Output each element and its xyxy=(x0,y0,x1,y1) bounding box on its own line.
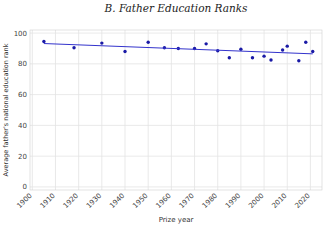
scatter-point xyxy=(204,42,207,45)
x-grid-line xyxy=(125,30,126,190)
x-tick-label: 1900 xyxy=(15,192,33,210)
scatter-point xyxy=(262,54,265,57)
x-grid-line xyxy=(287,30,288,190)
scatter-point xyxy=(297,59,300,62)
scatter-point xyxy=(100,41,103,44)
scatter-point xyxy=(216,49,219,52)
y-grid-line xyxy=(30,94,322,95)
scatter-point xyxy=(269,58,272,61)
x-grid-line xyxy=(101,30,102,190)
y-grid-line xyxy=(30,186,322,187)
y-grid-line xyxy=(30,63,322,64)
chart-svg: B. Father Education Ranks 0 20 40 60 80 100 190… xyxy=(0,0,330,225)
x-tick-label: 1920 xyxy=(62,192,80,210)
y-tick-label: 100 xyxy=(14,30,27,38)
y-grid-line xyxy=(30,156,322,157)
y-tick-label: 0 xyxy=(23,183,27,191)
x-axis-label: Prize year xyxy=(159,216,194,224)
y-axis-label: Average father's national education rank xyxy=(2,43,10,176)
x-tick-label: 1940 xyxy=(108,192,126,210)
scatter-point xyxy=(304,41,307,44)
scatter-point xyxy=(123,50,126,53)
scatter-point xyxy=(146,41,149,44)
y-tick-label: 80 xyxy=(18,60,27,68)
y-tick-label: 20 xyxy=(18,153,27,161)
scatter-point xyxy=(239,48,242,51)
scatter-point xyxy=(42,40,45,43)
plot-frame xyxy=(30,30,322,190)
x-tick-label: 2000 xyxy=(247,192,265,210)
x-grid-line xyxy=(148,30,149,190)
scatter-point xyxy=(286,44,289,47)
trend-line xyxy=(44,44,313,54)
grid xyxy=(30,30,322,190)
x-grid-line xyxy=(78,30,79,190)
x-grid-line xyxy=(217,30,218,190)
x-grid-line xyxy=(194,30,195,190)
scatter-point xyxy=(281,48,284,51)
x-tick-label: 1930 xyxy=(85,192,103,210)
title: B. Father Education Ranks xyxy=(104,2,249,14)
scatter-point xyxy=(251,56,254,59)
y-grid-line xyxy=(30,33,322,34)
x-grid-line xyxy=(55,30,56,190)
scatter-point xyxy=(72,46,75,49)
x-tick-label: 1990 xyxy=(224,192,242,210)
y-tick-label: 40 xyxy=(18,122,27,130)
x-tick-label: 1980 xyxy=(201,192,219,210)
x-grid-line xyxy=(32,30,33,190)
scatter-point xyxy=(311,50,314,53)
x-tick-label: 2020 xyxy=(294,192,312,210)
scatter-point xyxy=(228,56,231,59)
x-grid-line xyxy=(171,30,172,190)
x-tick-label: 1960 xyxy=(155,192,173,210)
chart-container: B. Father Education Ranks 0 20 40 60 80 100 190… xyxy=(0,0,330,225)
x-grid-line xyxy=(240,30,241,190)
x-grid-line xyxy=(264,30,265,190)
x-tick-label: 1950 xyxy=(131,192,149,210)
data-group xyxy=(42,40,314,63)
x-tick-label: 1970 xyxy=(178,192,196,210)
y-tick-label: 60 xyxy=(18,91,27,99)
x-tick-label: 1910 xyxy=(39,192,57,210)
x-tick-label: 2010 xyxy=(270,192,288,210)
y-grid-line xyxy=(30,125,322,126)
